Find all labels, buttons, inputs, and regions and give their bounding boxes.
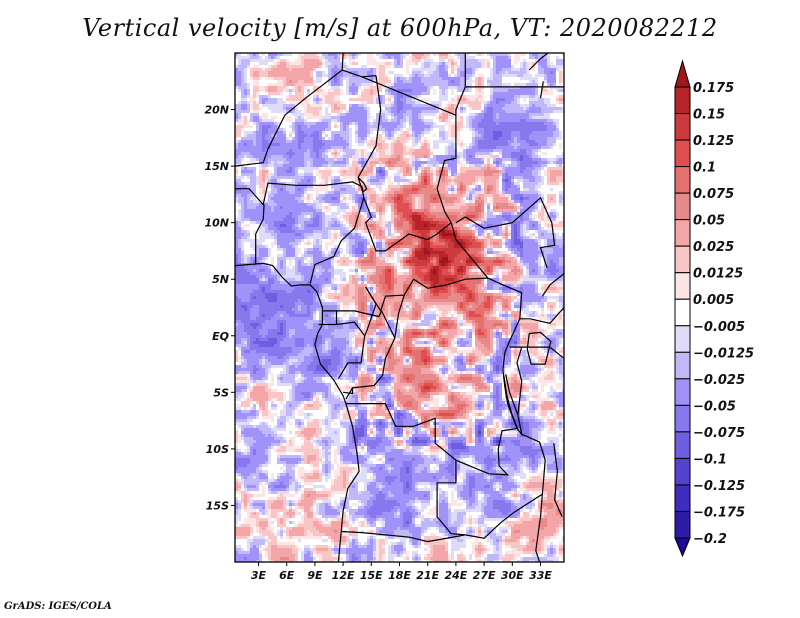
colorbar-box xyxy=(674,484,691,512)
border-line xyxy=(519,307,564,324)
colorbar-arrow-top xyxy=(674,59,691,88)
colorbar-label: 0.15 xyxy=(693,108,725,123)
border-line xyxy=(553,443,563,518)
colorbar-label: −0.2 xyxy=(693,532,727,547)
colorbar-box xyxy=(674,86,691,115)
colorbar-box xyxy=(674,272,691,300)
border-line xyxy=(455,53,466,116)
border-line xyxy=(357,75,382,178)
border-line xyxy=(345,403,457,483)
colorbar-label: 0.05 xyxy=(693,214,725,229)
velocity-field xyxy=(235,53,564,562)
border-line xyxy=(364,286,377,337)
x-tick-label: 27E xyxy=(473,569,496,582)
y-tick-label: 10N xyxy=(204,217,229,230)
colorbar-label: 0.1 xyxy=(693,161,716,176)
grads-credit: GrADS: IGES/COLA xyxy=(4,601,112,612)
chart-title: Vertical velocity [m/s] at 600hPa, VT: 2… xyxy=(82,14,718,42)
colorbar-box xyxy=(674,510,691,539)
colorbar-label: −0.005 xyxy=(693,320,745,335)
y-tick-label: 5S xyxy=(213,386,229,399)
y-tick-label: 20N xyxy=(204,104,229,117)
border-line xyxy=(503,374,523,437)
border-line xyxy=(361,76,457,252)
colorbar-label: 0.005 xyxy=(693,293,734,308)
border-line xyxy=(526,331,552,365)
colorbar-box xyxy=(674,245,691,274)
colorbar-label: −0.175 xyxy=(693,505,745,520)
colorbar-label: −0.075 xyxy=(693,426,745,441)
border-line xyxy=(455,277,523,476)
colorbar-box xyxy=(674,378,691,406)
x-axis: 3E 6E 9E 12E 15E 18E 21E 24E 27E 30E 33E xyxy=(251,562,552,582)
x-tick-label: 21E xyxy=(416,569,439,582)
y-tick-label: 15S xyxy=(206,499,229,512)
border-line xyxy=(322,310,383,318)
border-line xyxy=(255,204,265,265)
country-borders xyxy=(235,53,564,562)
border-line xyxy=(336,321,366,380)
colorbar-box xyxy=(674,166,691,194)
colorbar-label: −0.125 xyxy=(693,479,745,494)
colorbar-box xyxy=(674,219,691,247)
border-line xyxy=(235,69,377,167)
border-line xyxy=(357,176,368,194)
x-tick-label: 3E xyxy=(251,569,267,582)
x-tick-label: 12E xyxy=(332,569,355,582)
colorbar-arrow-bottom xyxy=(674,537,691,558)
colorbar-box xyxy=(674,457,691,486)
border-line xyxy=(528,53,549,71)
border-line xyxy=(465,433,546,539)
border-line xyxy=(541,273,564,297)
x-tick-label: 18E xyxy=(388,569,411,582)
x-tick-label: 30E xyxy=(501,569,524,582)
colorbar-label: 0.175 xyxy=(693,81,734,96)
colorbar-label: 0.125 xyxy=(693,134,734,149)
y-tick-label: 15N xyxy=(204,160,229,173)
colorbar-label: −0.1 xyxy=(693,452,727,467)
colorbar-label: −0.05 xyxy=(693,399,736,414)
border-line xyxy=(516,346,523,416)
border-line xyxy=(539,222,556,269)
colorbar-label: 0.075 xyxy=(693,187,734,202)
colorbar: 0.175 0.15 0.125 0.1 0.075 0.05 0.025 0.0125 0.0… xyxy=(674,59,754,558)
colorbar-box xyxy=(674,325,691,353)
x-tick-label: 33E xyxy=(529,569,552,582)
border-line xyxy=(235,181,363,206)
border-line xyxy=(455,196,553,229)
y-axis: 20N 15N 10N 5N EQ 5S 10S 15S xyxy=(204,104,235,512)
colorbar-box xyxy=(674,139,691,168)
border-line xyxy=(535,494,543,562)
colorbar-box xyxy=(674,113,691,141)
y-tick-label: 5N xyxy=(212,273,229,286)
border-line xyxy=(539,81,544,99)
border-line xyxy=(509,346,564,359)
border-line xyxy=(394,294,405,339)
x-tick-label: 15E xyxy=(360,569,383,582)
x-tick-label: 9E xyxy=(307,569,323,582)
y-tick-label: EQ xyxy=(212,330,229,343)
colorbar-label: −0.025 xyxy=(693,373,745,388)
colorbar-box xyxy=(674,404,691,433)
border-line xyxy=(343,387,354,395)
border-line xyxy=(235,262,360,562)
colorbar-box xyxy=(674,298,691,327)
border-line xyxy=(341,53,344,71)
x-tick-label: 6E xyxy=(279,569,295,582)
colorbar-box xyxy=(674,192,691,221)
border-line xyxy=(365,222,490,313)
colorbar-box xyxy=(674,351,691,380)
colorbar-label: 0.025 xyxy=(693,240,734,255)
colorbar-label: −0.0125 xyxy=(693,346,754,361)
y-tick-label: 10S xyxy=(206,443,229,456)
x-tick-label: 24E xyxy=(444,569,467,582)
colorbar-label: 0.0125 xyxy=(693,267,743,282)
colorbar-box xyxy=(674,431,691,459)
